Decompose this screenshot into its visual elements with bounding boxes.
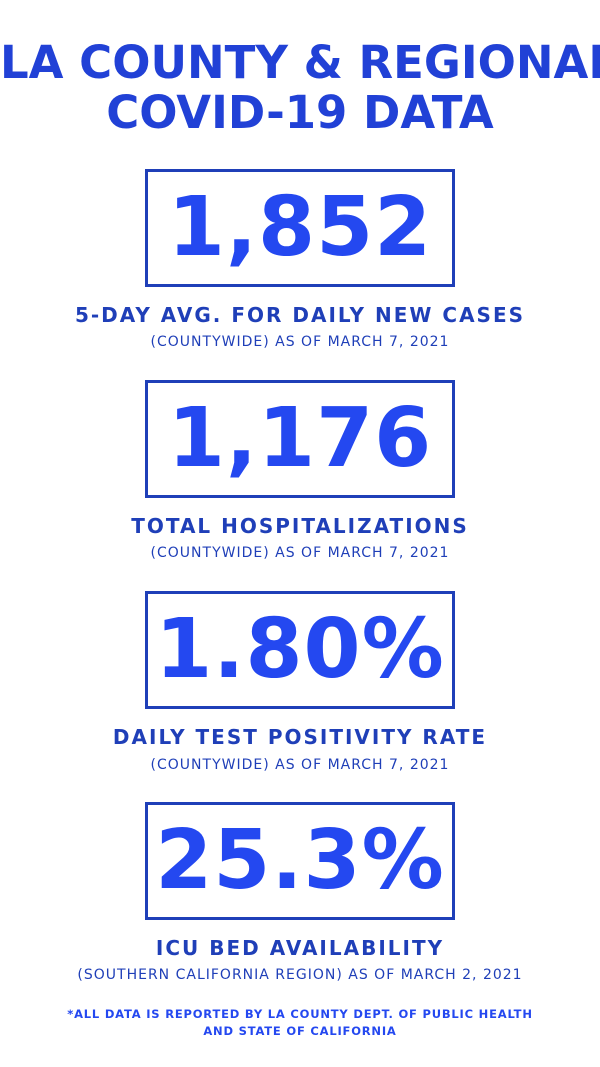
page-title: LA COUNTY & REGIONAL COVID-19 DATA (0, 38, 600, 138)
stat-label-new-cases: 5-DAY AVG. FOR DAILY NEW CASES (74, 303, 526, 327)
stat-sub-icu: (SOUTHERN CALIFORNIA REGION) AS OF MARCH… (77, 967, 523, 983)
footnote: *ALL DATA IS REPORTED BY LA COUNTY DEPT.… (0, 1006, 600, 1040)
stat-box-icu: 25.3% (145, 802, 455, 920)
stat-label-hospitalizations: TOTAL HOSPITALIZATIONS (131, 514, 469, 538)
stat-box-hospitalizations: 1,176 (145, 380, 455, 498)
stat-box-positivity: 1.80% (145, 591, 455, 709)
stat-value-positivity: 1.80% (155, 602, 445, 697)
stat-sub-positivity: (COUNTYWIDE) AS OF MARCH 7, 2021 (150, 757, 450, 773)
stat-value-new-cases: 1,852 (167, 180, 433, 275)
stat-sub-hospitalizations: (COUNTYWIDE) AS OF MARCH 7, 2021 (150, 545, 450, 561)
stat-value-icu: 25.3% (155, 813, 445, 908)
footnote-line-1: *ALL DATA IS REPORTED BY LA COUNTY DEPT.… (67, 1007, 533, 1021)
stat-value-hospitalizations: 1,176 (167, 391, 433, 486)
stat-box-new-cases: 1,852 (145, 169, 455, 287)
stat-sub-new-cases: (COUNTYWIDE) AS OF MARCH 7, 2021 (150, 334, 450, 350)
title-line-1: LA COUNTY & REGIONAL (0, 36, 600, 89)
footnote-line-2: AND STATE OF CALIFORNIA (203, 1024, 397, 1038)
stat-label-positivity: DAILY TEST POSITIVITY RATE (112, 725, 488, 749)
stat-label-icu: ICU BED AVAILABILITY (155, 936, 445, 960)
title-line-2: COVID-19 DATA (106, 86, 494, 139)
